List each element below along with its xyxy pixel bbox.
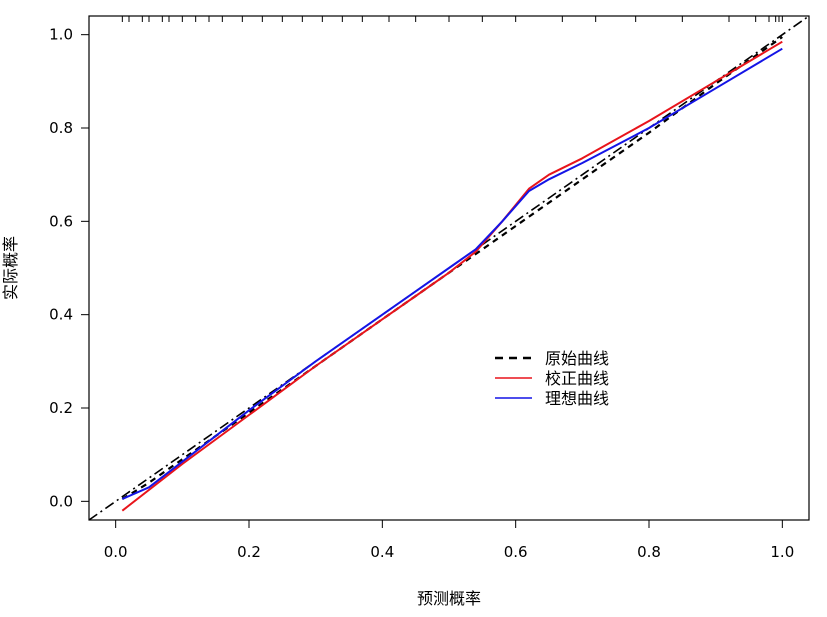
x-tick-label: 0.6 <box>504 543 528 561</box>
y-tick-label: 0.6 <box>49 212 73 230</box>
x-tick-label: 0.2 <box>237 543 261 561</box>
legend: 原始曲线 校正曲线 理想曲线 <box>495 349 609 408</box>
x-tick-label: 0.8 <box>637 543 661 561</box>
series-group <box>121 36 783 512</box>
rug-ticks <box>121 16 783 22</box>
legend-label-0: 原始曲线 <box>545 349 609 368</box>
series-line-1 <box>121 40 783 512</box>
legend-label-1: 校正曲线 <box>545 369 609 388</box>
series-line-0 <box>121 36 783 500</box>
reference-line <box>88 15 810 521</box>
legend-label-2: 理想曲线 <box>545 389 609 408</box>
x-axis-label: 预测概率 <box>417 589 481 608</box>
y-axis: 0.0 0.2 0.4 0.6 0.8 1.0 <box>49 26 89 510</box>
y-tick-label: 0.4 <box>49 306 73 324</box>
x-axis: 0.0 0.2 0.4 0.6 0.8 1.0 <box>104 519 794 561</box>
x-tick-label: 0.0 <box>104 543 128 561</box>
x-tick-label: 0.4 <box>370 543 394 561</box>
y-axis-label: 实际概率 <box>1 236 20 300</box>
x-tick-label: 1.0 <box>770 543 794 561</box>
series-line-2 <box>121 47 783 500</box>
y-tick-label: 1.0 <box>49 26 73 44</box>
reference-line-group <box>88 15 810 521</box>
y-tick-label: 0.0 <box>49 492 73 510</box>
y-tick-label: 0.2 <box>49 399 73 417</box>
y-tick-label: 0.8 <box>49 119 73 137</box>
